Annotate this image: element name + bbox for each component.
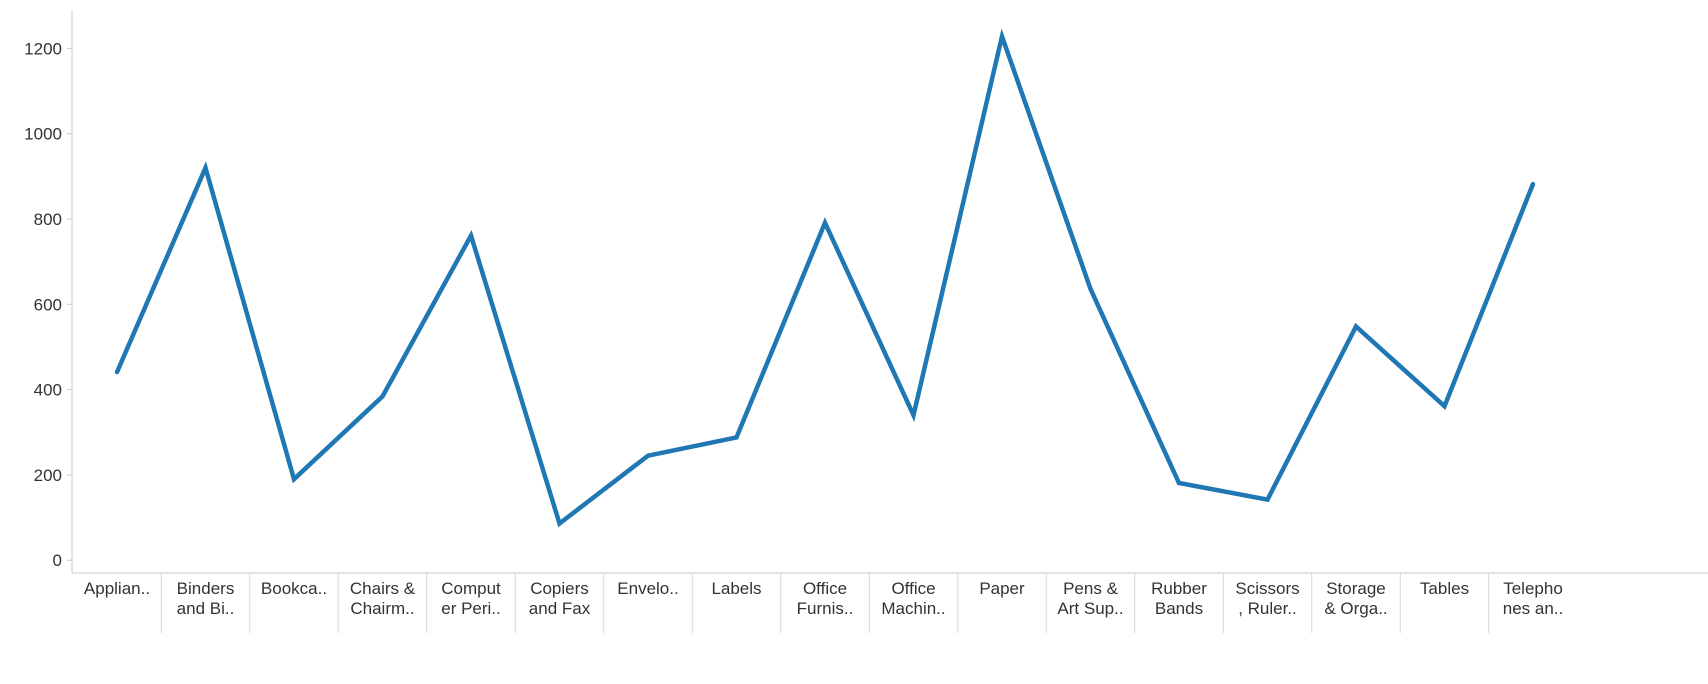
x-tick-label-line: & Orga.. [1324,599,1387,618]
x-tick-label-line: Chairm.. [350,599,414,618]
data-point [1088,286,1093,292]
x-tick-label-line: Envelo.. [617,579,678,598]
y-tick-label: 0 [53,551,62,570]
x-tick-label-line: Rubber [1151,579,1207,598]
x-tick-label: Copiers and Fax [529,579,591,618]
x-tick-label-line: Chairs & [350,579,416,598]
data-point [1530,181,1536,187]
data-point [1176,480,1182,486]
x-axis: Applian.. Binders and Bi.. Bookca.. Chairs &… [72,572,1708,633]
y-tick-label: 400 [34,381,62,400]
x-tick-label: Applian.. [84,579,150,598]
x-tick-label-line: Labels [711,579,761,598]
x-tick-label-line: Art Sup.. [1057,599,1123,618]
data-point [557,521,562,526]
x-tick-label-line: Furnis.. [797,599,854,618]
x-tick-label-line: and Bi.. [177,599,235,618]
x-tick-label: Bookca.. [261,579,327,598]
x-tick-label: Telepho nes an.. [1503,579,1564,618]
data-point [911,412,916,418]
x-tick-label-line: Tables [1420,579,1469,598]
x-tick-label-line: Office [803,579,847,598]
x-tick-label: Chairs & Chairm.. [350,579,416,618]
data-point [734,435,739,440]
x-tick-label: Tables [1420,579,1469,598]
x-tick-label-line: er Peri.. [441,599,501,618]
x-tick-label: Binders and Bi.. [177,579,235,618]
y-tick-label: 600 [34,295,62,314]
x-tick-label-line: Bands [1155,599,1203,618]
x-tick-label-line: Paper [979,579,1025,598]
x-tick-label-line: Storage [1326,579,1386,598]
x-tick-label-line: Office [891,579,935,598]
x-tick-label-line: Binders [177,579,235,598]
x-tick-label: Office Machin.. [881,579,945,618]
data-point [203,165,208,171]
x-tick-label-line: Telepho [1503,579,1563,598]
x-tick-label: Comput er Peri.. [441,579,501,618]
y-axis: 0 200 400 600 800 1000 1200 [24,10,73,573]
y-tick-label: 200 [34,466,62,485]
data-point [468,233,474,238]
x-tick-label-line: Pens & [1063,579,1118,598]
data-point [291,476,297,482]
y-tick-label: 1000 [24,125,62,144]
x-tick-label: Scissors, Ruler.. [1235,579,1299,618]
x-tick-label: Storage & Orga.. [1324,579,1387,618]
x-tick-label: Labels [711,579,761,598]
y-tick-label: 1200 [24,39,62,58]
data-point [1353,324,1359,329]
data-point [999,34,1005,39]
x-tick-label-line: Scissors [1235,579,1299,598]
x-tick-label-line: Machin.. [881,599,945,618]
series-group [114,28,1536,528]
x-tick-label-line: , Ruler.. [1238,599,1297,618]
x-tick-label: Office Furnis.. [797,579,854,618]
data-point [114,369,120,375]
data-point [380,394,385,399]
data-point [1265,497,1270,502]
y-tick-label: 800 [34,210,62,229]
x-tick-label: Rubber Bands [1151,579,1207,618]
x-tick-label: Paper [979,579,1025,598]
x-tick-label-line: Copiers [530,579,589,598]
x-tick-label-line: Comput [441,579,501,598]
x-tick-label: Pens & Art Sup.. [1057,579,1123,618]
x-tick-label-line: and Fax [529,599,591,618]
x-tick-label: Envelo.. [617,579,678,598]
data-point [822,220,828,226]
series-line [114,28,1536,528]
x-tick-label-line: nes an.. [1503,599,1564,618]
x-tick-label-line: Bookca.. [261,579,327,598]
data-point [1442,404,1447,409]
x-tick-label-line: Applian.. [84,579,150,598]
data-point [645,453,651,458]
